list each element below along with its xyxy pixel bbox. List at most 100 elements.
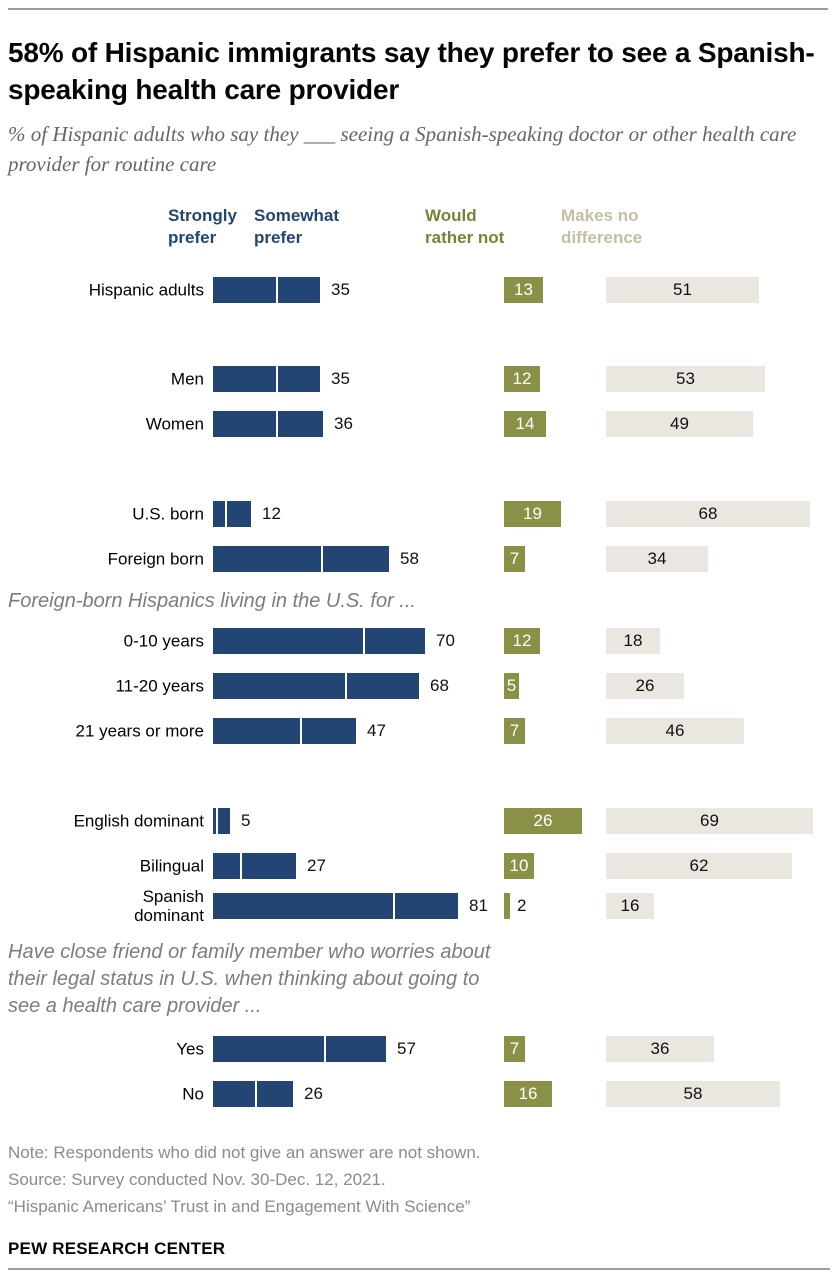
pew-research-center-brand: PEW RESEARCH CENTER	[8, 1239, 226, 1258]
makes-no-difference-value: 26	[635, 676, 655, 695]
somewhat-prefer-segment	[323, 546, 389, 572]
prefer-total-value: 35	[331, 369, 350, 388]
row-label: 21 years or more	[75, 721, 205, 741]
chart-rows: Hispanic adults 35 13 51 Men 35	[8, 277, 830, 1107]
footnotes: Note: Respondents who did not give an an…	[8, 1139, 830, 1220]
row-label: 0-10 years	[123, 631, 204, 651]
row-label: Spanish dominant	[134, 887, 204, 925]
makes-no-difference-value: 34	[647, 549, 667, 568]
would-rather-not-value: 5	[506, 676, 517, 695]
would-rather-not-bar: 19	[504, 501, 561, 527]
would-rather-not-bar: 14	[504, 411, 546, 437]
prefer-segments	[213, 1036, 386, 1062]
legend-somewhat-prefer: Somewhat prefer	[254, 206, 340, 247]
prefer-bar: 47	[213, 718, 386, 744]
would-rather-not-value: 7	[509, 1039, 520, 1058]
would-rather-not-fill: 14	[504, 411, 546, 437]
would-rather-not-bar: 13	[504, 277, 543, 303]
would-rather-not-bar: 26	[504, 808, 582, 834]
makes-no-difference-bar: 49	[606, 411, 753, 437]
row-label: Foreign born	[107, 549, 204, 569]
prefer-bar: 68	[213, 673, 449, 699]
strongly-prefer-segment	[213, 546, 321, 572]
prefer-bar: 12	[213, 501, 281, 527]
prefer-total-value: 26	[304, 1084, 323, 1103]
somewhat-prefer-segment	[278, 277, 320, 303]
chart-row: 21 years or more 47 7 46	[8, 718, 830, 744]
would-rather-not-value: 10	[509, 856, 529, 875]
makes-no-difference-bar: 26	[606, 673, 684, 699]
would-rather-not-value: 19	[523, 504, 542, 523]
strongly-prefer-segment	[213, 893, 393, 919]
prefer-bar: 27	[213, 853, 326, 879]
somewhat-prefer-segment	[347, 673, 419, 699]
prefer-total-value: 47	[367, 721, 386, 740]
prefer-segments	[213, 628, 425, 654]
chart-row: Spanish dominant 81 2 16	[8, 887, 830, 925]
would-rather-not-value: 12	[512, 631, 532, 650]
somewhat-prefer-segment	[278, 366, 320, 392]
makes-no-difference-bar: 16	[606, 893, 654, 919]
would-rather-not-value: 2	[517, 896, 527, 915]
would-rather-not-value: 12	[512, 369, 532, 388]
legend-makes-no-difference: Makes no difference	[561, 206, 643, 247]
makes-no-difference-bar: 18	[606, 628, 660, 654]
note-line: Note: Respondents who did not give an an…	[8, 1143, 481, 1162]
report-line: “Hispanic Americans’ Trust in and Engage…	[8, 1197, 471, 1216]
prefer-total-value: 58	[400, 549, 419, 568]
makes-no-difference-bar: 58	[606, 1081, 780, 1107]
would-rather-not-value: 13	[514, 280, 533, 299]
somewhat-prefer-segment	[365, 628, 425, 654]
would-rather-not-fill: 7	[504, 1036, 525, 1062]
row-label: Men	[170, 369, 204, 389]
prefer-segments	[213, 1081, 293, 1107]
strongly-prefer-segment	[213, 808, 216, 834]
top-rule	[8, 8, 828, 10]
bottom-rule	[8, 1268, 830, 1270]
prefer-total-value: 27	[307, 856, 326, 875]
makes-no-difference-value: 18	[623, 631, 643, 650]
prefer-segments	[213, 411, 323, 437]
strongly-prefer-segment	[213, 853, 240, 879]
would-rather-not-fill: 12	[504, 366, 540, 392]
would-rather-not-fill: 19	[504, 501, 561, 527]
makes-no-difference-value: 49	[670, 414, 689, 433]
would-rather-not-bar: 12	[504, 366, 540, 392]
chart-row: Women 36 14 49	[8, 411, 830, 437]
makes-no-difference-bar: 53	[606, 366, 765, 392]
makes-no-difference-value: 68	[698, 504, 718, 523]
prefer-total-value: 81	[469, 896, 488, 915]
row-label: Women	[145, 414, 204, 434]
somewhat-prefer-segment	[257, 1081, 293, 1107]
makes-no-difference-value: 51	[673, 280, 692, 299]
prefer-segments	[213, 673, 419, 699]
section-label: Have close friend or family member who w…	[8, 941, 491, 1017]
prefer-bar: 36	[213, 411, 353, 437]
strongly-prefer-segment	[213, 277, 276, 303]
strongly-prefer-segment	[213, 1081, 255, 1107]
would-rather-not-value: 7	[509, 721, 520, 740]
prefer-bar: 70	[213, 628, 455, 654]
somewhat-prefer-segment	[278, 411, 323, 437]
strongly-prefer-segment	[213, 366, 276, 392]
makes-no-difference-value: 62	[689, 856, 709, 875]
would-rather-not-bar: 7	[504, 1036, 525, 1062]
prefer-bar: 58	[213, 546, 419, 572]
chart-row: English dominant 5 26 69	[8, 808, 830, 834]
would-rather-not-fill: 7	[504, 718, 525, 744]
prefer-segments	[213, 893, 458, 919]
source-line: Source: Survey conducted Nov. 30-Dec. 12…	[8, 1170, 386, 1189]
makes-no-difference-bar: 34	[606, 546, 708, 572]
prefer-total-value: 36	[334, 414, 353, 433]
prefer-bar: 5	[213, 808, 250, 834]
prefer-bar: 26	[213, 1081, 323, 1107]
strongly-prefer-segment	[213, 673, 345, 699]
chart-row: 0-10 years 70 12 18	[8, 628, 830, 654]
would-rather-not-value: 7	[509, 549, 520, 568]
prefer-bar: 35	[213, 366, 350, 392]
legend-strongly-prefer: Strongly prefer	[168, 206, 237, 247]
would-rather-not-fill: 5	[504, 673, 519, 699]
makes-no-difference-bar: 68	[606, 501, 810, 527]
strongly-prefer-segment	[213, 1036, 324, 1062]
